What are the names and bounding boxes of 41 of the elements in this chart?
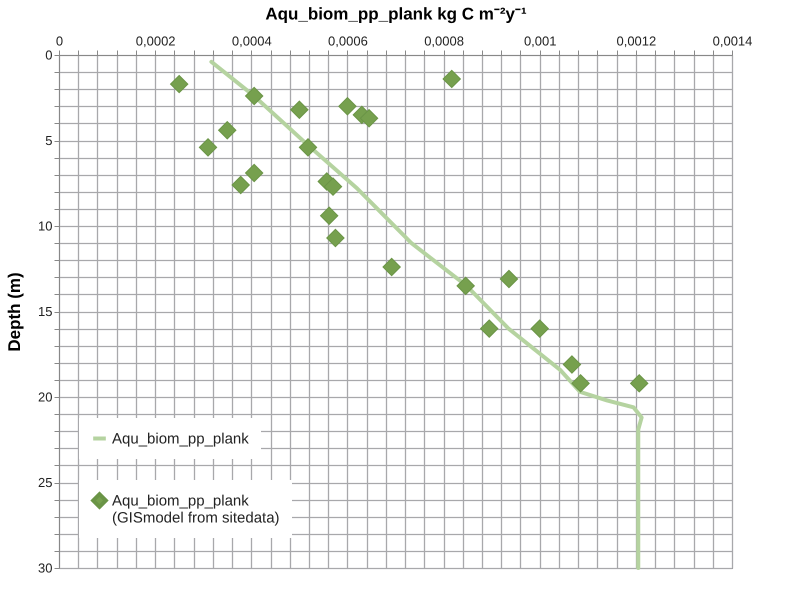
y-tick-label: 15 bbox=[38, 304, 52, 319]
point bbox=[456, 276, 475, 296]
point bbox=[326, 228, 345, 248]
x-tick-label: 0,0002 bbox=[136, 34, 176, 48]
y-tick-label: 30 bbox=[38, 560, 52, 576]
x-tick-label: 0,0014 bbox=[712, 34, 752, 48]
x-tick-label: 0,001 bbox=[524, 34, 556, 48]
y-tick-label: 5 bbox=[45, 133, 52, 148]
legend-label: Aqu_biom_pp_plank bbox=[112, 430, 250, 448]
y-tick-label: 25 bbox=[38, 475, 52, 490]
point bbox=[198, 138, 218, 156]
y-axis-title: Depth (m) bbox=[5, 272, 24, 352]
x-tick-label: 0,0006 bbox=[328, 34, 368, 48]
point bbox=[480, 319, 498, 338]
x-tick-label: 0 bbox=[56, 34, 64, 48]
point bbox=[382, 258, 401, 276]
y-tick-label: 0 bbox=[45, 48, 52, 62]
point bbox=[232, 176, 250, 194]
point bbox=[530, 319, 549, 338]
point bbox=[298, 138, 318, 156]
y-tick-label: 20 bbox=[38, 390, 52, 404]
point bbox=[245, 86, 264, 106]
point bbox=[360, 109, 378, 128]
point bbox=[338, 97, 357, 116]
x-axis-title: Aqu_biom_pp_plank kg C m⁻²y⁻¹ bbox=[265, 4, 528, 24]
x-tick-label: 0,0012 bbox=[616, 34, 656, 48]
point bbox=[170, 74, 188, 94]
point bbox=[320, 206, 338, 225]
point bbox=[442, 70, 461, 88]
point bbox=[290, 100, 309, 119]
point bbox=[630, 374, 648, 392]
point bbox=[500, 270, 518, 288]
point bbox=[218, 121, 236, 140]
point bbox=[562, 355, 582, 374]
x-tick-label: 0,0008 bbox=[424, 34, 464, 48]
legend-label: Aqu_biom_pp_plank (GISmodel from sitedata) bbox=[112, 492, 280, 526]
y-tick-label: 10 bbox=[38, 218, 52, 234]
point bbox=[245, 164, 264, 182]
point bbox=[571, 374, 590, 392]
point bbox=[324, 178, 342, 196]
x-tick-label: 0,0004 bbox=[232, 34, 272, 48]
